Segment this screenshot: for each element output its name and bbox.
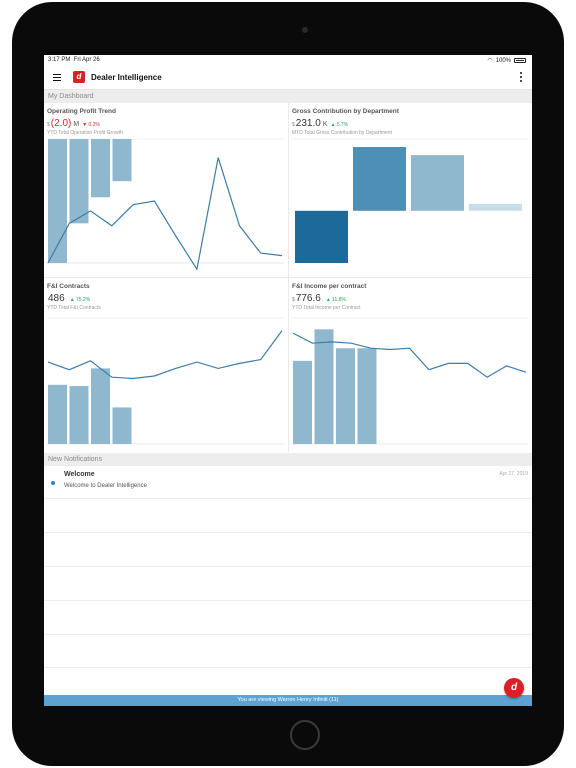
notification-item[interactable]: Welcome Apr 17, 2019 Welcome to Dealer I… — [44, 466, 532, 496]
app-screen: 3:17 PM Fri Apr 26 ◠ 100% d Dealer Intel… — [44, 55, 532, 706]
list-divider — [44, 532, 532, 533]
gross-contribution-chart — [292, 138, 528, 263]
kpi-number: 486 — [48, 293, 65, 304]
chart-line — [47, 157, 283, 271]
chart-bar — [469, 203, 522, 211]
notification-text: Welcome to Dealer Intelligence — [64, 483, 147, 489]
menu-icon[interactable] — [53, 74, 61, 82]
tile-title: F&I Contracts — [47, 283, 90, 290]
status-date: Fri Apr 26 — [73, 57, 100, 63]
kpi-delta: ▼ 0.2% — [82, 122, 100, 128]
chart-line — [292, 332, 527, 378]
fi-contracts-chart — [47, 317, 284, 445]
kpi-currency: $ — [292, 122, 295, 128]
kpi-currency: $ — [292, 297, 295, 303]
dealer-intelligence-logo-icon: d — [73, 71, 85, 83]
tile-subtitle: MTD Total Gross Contribution by Departme… — [292, 130, 392, 136]
tile-subtitle: YTD Total Income per Contract — [292, 305, 361, 311]
status-time: 3:17 PM — [48, 57, 71, 63]
kpi-value: $ (2.0) M ▼ 0.2% — [47, 118, 100, 129]
fi-income-chart — [292, 317, 528, 445]
chart-bar — [411, 155, 464, 211]
kpi-value: 486 ▲ 75.2% — [47, 293, 90, 304]
operating-profit-chart — [47, 138, 284, 271]
battery-icon — [514, 58, 526, 63]
tile-subtitle: YTD Total F&I Contracts — [47, 305, 101, 311]
status-icons: ◠ 100% — [487, 57, 526, 64]
chart-bar — [314, 329, 334, 444]
home-button[interactable] — [290, 720, 320, 750]
camera-dot — [302, 27, 308, 33]
tile-title: Gross Contribution by Department — [292, 108, 399, 115]
kpi-delta: ▲ 75.2% — [69, 297, 91, 303]
wifi-icon: ◠ — [487, 58, 493, 64]
kpi-value: $ 231.0 K ▲ 5.7% — [292, 118, 348, 129]
kpi-unit: M — [73, 121, 80, 128]
chart-bar — [91, 139, 110, 198]
chart-bar — [357, 348, 377, 444]
chart-bar — [48, 139, 67, 263]
kpi-number: 776.6 — [295, 293, 321, 304]
tile-title: Operating Profit Trend — [47, 108, 116, 115]
app-header: d Dealer Intelligence — [44, 67, 532, 90]
status-bar: 3:17 PM Fri Apr 26 ◠ 100% — [44, 55, 532, 67]
chart-bar — [69, 139, 89, 224]
chart-bar — [293, 360, 312, 444]
chart-bar — [336, 348, 355, 444]
chart-bar — [295, 210, 348, 263]
tile-title: F&I Income per contract — [292, 283, 367, 290]
kpi-delta: ▲ 5.7% — [330, 122, 349, 128]
chart-bar — [353, 147, 406, 211]
list-divider — [44, 566, 532, 567]
battery-percent: 100% — [495, 57, 511, 64]
chart-bar — [48, 384, 67, 444]
chart-bar — [112, 139, 132, 182]
dealer-context-banner: You are viewing Warren Henry Infiniti (1… — [44, 695, 532, 706]
status-time-date: 3:17 PM Fri Apr 26 — [48, 57, 100, 63]
list-divider — [44, 600, 532, 601]
dealer-intelligence-fab-icon[interactable]: d — [504, 678, 524, 698]
list-divider — [44, 667, 532, 668]
list-divider — [44, 498, 532, 499]
fi-contracts-tile[interactable]: F&I Contracts 486 ▲ 75.2% YTD Total F&I … — [44, 278, 288, 452]
dashboard-section-header: My Dashboard — [44, 90, 532, 103]
gross-contribution-tile[interactable]: Gross Contribution by Department $ 231.0… — [289, 103, 532, 277]
chart-line — [47, 330, 283, 380]
notifications-section-header: New Notifications — [44, 453, 532, 466]
tile-subtitle: YTD Total Operation Profit Growth — [47, 130, 123, 136]
kpi-value: $ 776.6 ▲ 11.8% — [292, 293, 346, 304]
kpi-number: (2.0) — [50, 118, 72, 129]
notification-date: Apr 17, 2019 — [499, 471, 528, 477]
chart-bar — [112, 407, 132, 444]
operating-profit-trend-tile[interactable]: Operating Profit Trend $ (2.0) M ▼ 0.2% … — [44, 103, 288, 277]
kpi-currency: $ — [47, 122, 50, 128]
more-options-icon[interactable] — [520, 72, 523, 83]
fi-income-per-contract-tile[interactable]: F&I Income per contract $ 776.6 ▲ 11.8% … — [289, 278, 532, 452]
kpi-delta: ▲ 11.8% — [325, 297, 346, 303]
chart-bar — [91, 368, 110, 444]
app-title: Dealer Intelligence — [91, 73, 162, 82]
list-divider — [44, 634, 532, 635]
kpi-number: 231.0 — [295, 118, 321, 129]
tile-divider-horizontal — [44, 277, 532, 278]
kpi-unit: K — [322, 121, 328, 128]
chart-bar — [69, 386, 89, 444]
notification-title: Welcome — [64, 471, 95, 478]
unread-dot-icon — [51, 481, 55, 485]
